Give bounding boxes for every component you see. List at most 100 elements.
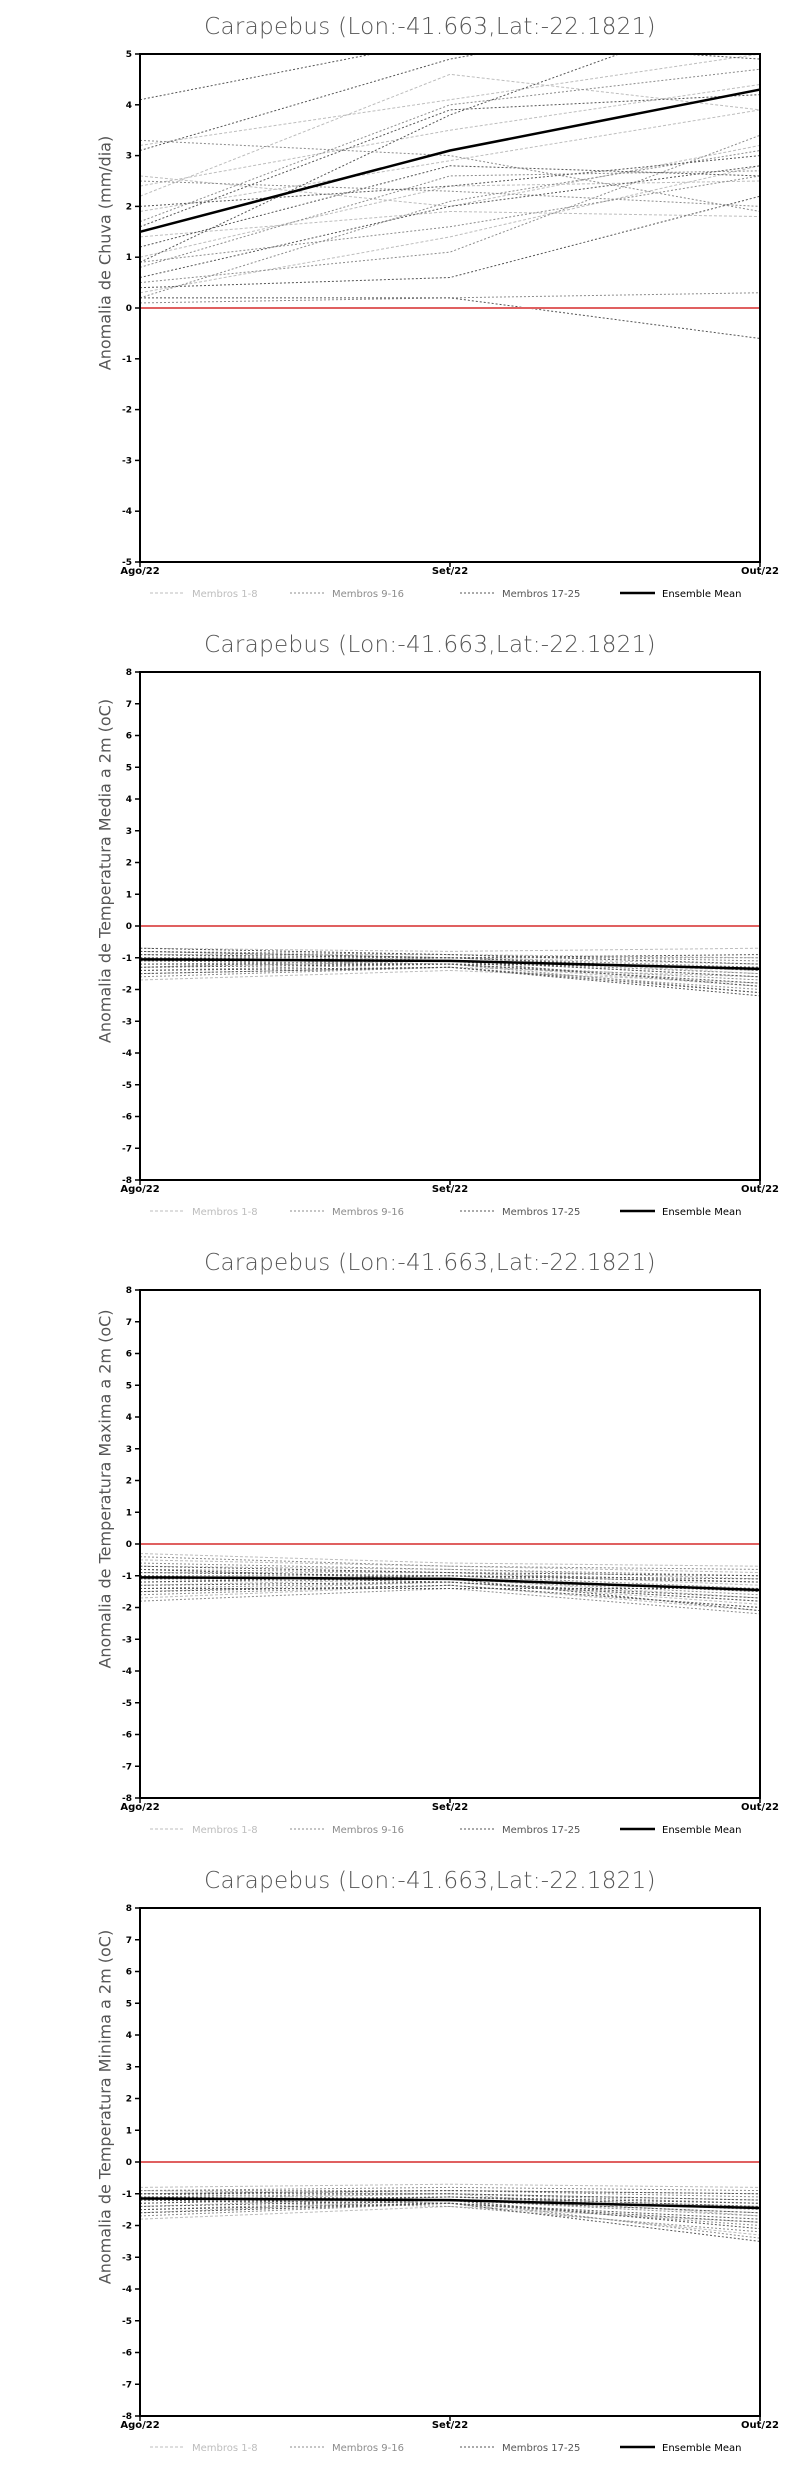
- member-line: [139, 170, 761, 268]
- y-tick-label: 7: [126, 1318, 132, 1328]
- y-tick-label: 6: [126, 1968, 132, 1978]
- member-line: [139, 2196, 761, 2230]
- legend-label: Membros 9-16: [332, 1207, 404, 1218]
- legend-label: Ensemble Mean: [662, 1207, 741, 1218]
- y-tick-label: 6: [126, 732, 132, 742]
- x-tick-label: Set/22: [432, 2420, 468, 2431]
- y-tick-label: -3: [122, 2253, 132, 2263]
- member-line: [139, 1565, 761, 1580]
- y-tick-label: -2: [122, 2222, 132, 2232]
- chart-title: Carapebus (Lon:-41.663,Lat:-22.1821): [204, 632, 656, 658]
- legend-label: Membros 9-16: [332, 1825, 404, 1836]
- chart-panel-temperatura-maxima: -8 -7 -6 -5 -4 -3 -2 -1 0 1 2 3 4 5 6 7 8 Ago/22 Set/22 Out…: [0, 1236, 800, 1854]
- y-tick-label: -4: [122, 1667, 132, 1677]
- x-tick-label: Set/22: [432, 566, 468, 577]
- y-tick-label: -4: [122, 507, 132, 517]
- y-tick-label: 3: [126, 152, 132, 162]
- member-line: [139, 1572, 761, 1583]
- y-tick-label: -8: [122, 1794, 132, 1804]
- x-tick-label: Out/22: [741, 566, 779, 577]
- member-line: [139, 1553, 761, 1567]
- y-tick-label: 3: [126, 827, 132, 837]
- y-tick-label: -1: [122, 954, 132, 964]
- member-line: [139, 2183, 761, 2188]
- x-tick-label: Ago/22: [120, 1802, 159, 1813]
- y-tick-label: -5: [122, 558, 132, 568]
- member-line: [139, 1568, 761, 1583]
- y-tick-label: 4: [126, 795, 132, 805]
- y-tick-label: 1: [126, 2126, 132, 2136]
- member-line: [139, 966, 761, 978]
- member-line: [139, 2196, 761, 2236]
- member-line: [139, 969, 761, 984]
- y-tick-label: -3: [122, 1017, 132, 1027]
- member-line: [139, 947, 761, 965]
- ensemble-mean-line: [139, 88, 761, 234]
- member-line: [139, 963, 761, 984]
- member-line: [139, 109, 761, 212]
- y-axis-title: Anomalia de Temperatura Media a 2m (oC): [95, 698, 115, 1044]
- y-tick-label: -5: [122, 1081, 132, 1091]
- x-tick-label: Ago/22: [120, 1184, 159, 1195]
- legend-label: Membros 9-16: [332, 2443, 404, 2454]
- member-line: [139, 966, 761, 997]
- member-line: [139, 960, 761, 975]
- y-axis-title: Anomalia de Temperatura Maxima a 2m (oC): [95, 1309, 115, 1669]
- member-line: [139, 2199, 761, 2233]
- member-line: [139, 150, 761, 299]
- y-axis-title: Anomalia de Temperatura Minima a 2m (oC): [95, 1929, 115, 2285]
- y-tick-label: 3: [126, 1445, 132, 1455]
- y-tick-label: -7: [122, 1762, 132, 1772]
- y-tick-label: 7: [126, 1936, 132, 1946]
- member-line: [139, 2190, 761, 2195]
- y-tick-label: 8: [126, 668, 132, 678]
- y-tick-label: 1: [126, 253, 132, 263]
- legend-label: Ensemble Mean: [662, 589, 741, 600]
- plot-mask-top: [0, 618, 800, 672]
- member-line: [139, 966, 761, 990]
- x-tick-label: Set/22: [432, 1184, 468, 1195]
- y-tick-label: -4: [122, 2285, 132, 2295]
- chart-title: Carapebus (Lon:-41.663,Lat:-22.1821): [204, 14, 656, 40]
- y-tick-label: 7: [126, 700, 132, 710]
- member-line: [139, 1578, 761, 1596]
- plot-mask-bottom: [0, 1180, 800, 1236]
- y-tick-label: -6: [122, 1113, 132, 1123]
- plot-mask-top: [0, 0, 800, 54]
- legend-label: Ensemble Mean: [662, 2443, 741, 2454]
- y-tick-label: 2: [126, 202, 132, 212]
- member-line: [140, 2190, 761, 2198]
- member-line: [139, 1581, 761, 1605]
- member-line: [139, 2196, 761, 2207]
- y-tick-label: 0: [126, 2158, 132, 2168]
- legend-label: Membros 1-8: [192, 1825, 258, 1836]
- y-tick-label: 0: [126, 1540, 132, 1550]
- y-tick-label: 0: [126, 304, 132, 314]
- member-line: [139, 165, 761, 294]
- member-line: [139, 165, 761, 248]
- y-tick-label: -3: [122, 456, 132, 466]
- member-line: [139, 2196, 761, 2204]
- plot-mask-bottom: [0, 2416, 800, 2472]
- member-line: [139, 2199, 761, 2217]
- y-tick-label: -6: [122, 1731, 132, 1741]
- member-line: [139, 2186, 761, 2192]
- x-tick-label: Out/22: [741, 2420, 779, 2431]
- member-line: [139, 1568, 761, 1612]
- chart-title: Carapebus (Lon:-41.663,Lat:-22.1821): [204, 1250, 656, 1276]
- member-line: [139, 38, 761, 101]
- member-line: [139, 2199, 761, 2223]
- member-line: [140, 297, 761, 339]
- y-tick-label: -2: [122, 986, 132, 996]
- member-line: [139, 957, 760, 968]
- member-line: [139, 2199, 761, 2214]
- y-tick-label: 1: [126, 890, 132, 900]
- member-line: [139, 180, 761, 207]
- member-line: [139, 68, 761, 223]
- y-tick-label: -8: [122, 1176, 132, 1186]
- y-axis-title: Anomalia de Chuva (mm/dia): [95, 135, 115, 371]
- member-line: [139, 1575, 761, 1583]
- member-line: [139, 210, 761, 238]
- y-tick-label: 5: [126, 1999, 132, 2009]
